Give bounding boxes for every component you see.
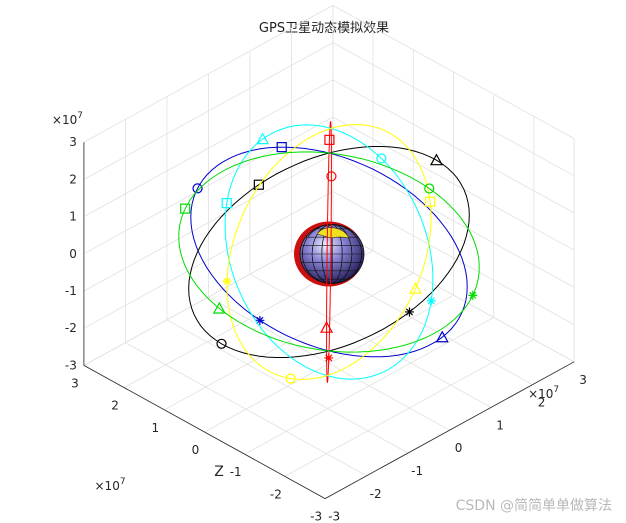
- satellite-marker-star: [255, 315, 265, 325]
- grid-line: [332, 5, 575, 139]
- z-tick-label: -1: [65, 284, 77, 298]
- grid-line: [83, 42, 334, 180]
- x-tick-label: -3: [328, 510, 340, 523]
- satellite-marker-triangle: [256, 132, 270, 145]
- satellite-marker-triangle: [435, 330, 449, 343]
- orbit-plane: [188, 146, 470, 358]
- satellite-marker-square: [221, 198, 232, 209]
- earth-globe: [294, 221, 365, 287]
- satellite-marker-star: [324, 353, 334, 363]
- chart-title: GPS卫星动态模拟效果: [259, 21, 389, 36]
- x-axis-line: [324, 361, 575, 499]
- orbit-path: [178, 151, 480, 353]
- x-tick-label: 3: [579, 373, 587, 387]
- satellite-marker-circle: [424, 183, 435, 194]
- tick-labels: -3 -3 -3 -2 -2 -2 -1 -1 -1 0 0 0 1 1 1 2 2 2 3 3 3 ×107 ×107 ×1…: [52, 111, 587, 523]
- satellite-marker-star: [468, 290, 478, 300]
- satellite-marker-triangle: [212, 301, 226, 314]
- satellite-marker-circle: [285, 373, 296, 384]
- grid-line: [83, 228, 334, 366]
- satellite-marker-square: [424, 196, 436, 207]
- y-exponent-label: ×107: [95, 477, 126, 493]
- z-tick-label: 3: [69, 135, 77, 149]
- orbit-path: [226, 124, 432, 380]
- watermark: CSDN @简简单单做算法: [455, 498, 612, 514]
- orbit-path: [188, 146, 470, 358]
- z-tick-label: 1: [69, 210, 77, 224]
- satellite-marker-circle: [376, 153, 387, 164]
- satellite-marker-square: [180, 203, 191, 214]
- x-tick-label: 1: [496, 418, 504, 432]
- y-tick-label: 1: [151, 421, 159, 435]
- grid-line: [332, 42, 575, 177]
- orbit-plane: [222, 124, 436, 384]
- satellite-orbits: [178, 120, 480, 384]
- y-tick-label: 0: [192, 443, 200, 457]
- earth-landmass: [316, 227, 350, 239]
- satellite-marker-circle: [326, 171, 337, 182]
- orbit-path: [326, 120, 332, 384]
- satellite-marker-square: [276, 142, 287, 153]
- satellite-marker-star: [222, 276, 232, 286]
- z-tick-label: -2: [65, 321, 77, 335]
- satellite-marker-triangle: [320, 320, 334, 333]
- y-tick-label: -1: [230, 465, 242, 479]
- satellite-marker-circle: [192, 183, 203, 194]
- grid-line: [83, 5, 334, 143]
- orbit-plane: [178, 151, 480, 353]
- z-exponent-label: ×107: [52, 111, 83, 127]
- x-tick-label: 0: [455, 441, 463, 455]
- orbit-plane: [221, 124, 436, 380]
- y-axis-line: [83, 365, 326, 499]
- satellite-marker-star: [426, 296, 436, 306]
- orbit-plane: [190, 142, 468, 358]
- z-tick-label: 0: [69, 247, 77, 261]
- y-tick-label: 3: [71, 376, 79, 390]
- earth-meridian: [302, 224, 362, 284]
- x-tick-label: 2: [538, 396, 546, 410]
- y-tick-label: 2: [111, 399, 119, 413]
- satellite-marker-triangle: [429, 153, 443, 166]
- y-tick-label: -3: [310, 510, 322, 523]
- z-tick-label: 2: [69, 172, 77, 186]
- z-tick-label: -3: [65, 358, 77, 372]
- satellite-marker-star: [404, 307, 414, 317]
- satellite-marker-square: [253, 179, 264, 190]
- orbit-plane: [320, 120, 337, 384]
- x-tick-label: -1: [411, 464, 423, 478]
- x-tick-label: -2: [370, 487, 382, 501]
- x-exponent-label: ×107: [528, 385, 559, 401]
- y-tick-label: -2: [270, 487, 282, 501]
- satellite-marker-square: [324, 134, 335, 145]
- satellite-marker-triangle: [408, 281, 422, 294]
- z-axis-label: Z: [214, 464, 224, 480]
- satellite-marker-circle: [216, 338, 227, 349]
- grid-line: [332, 228, 575, 363]
